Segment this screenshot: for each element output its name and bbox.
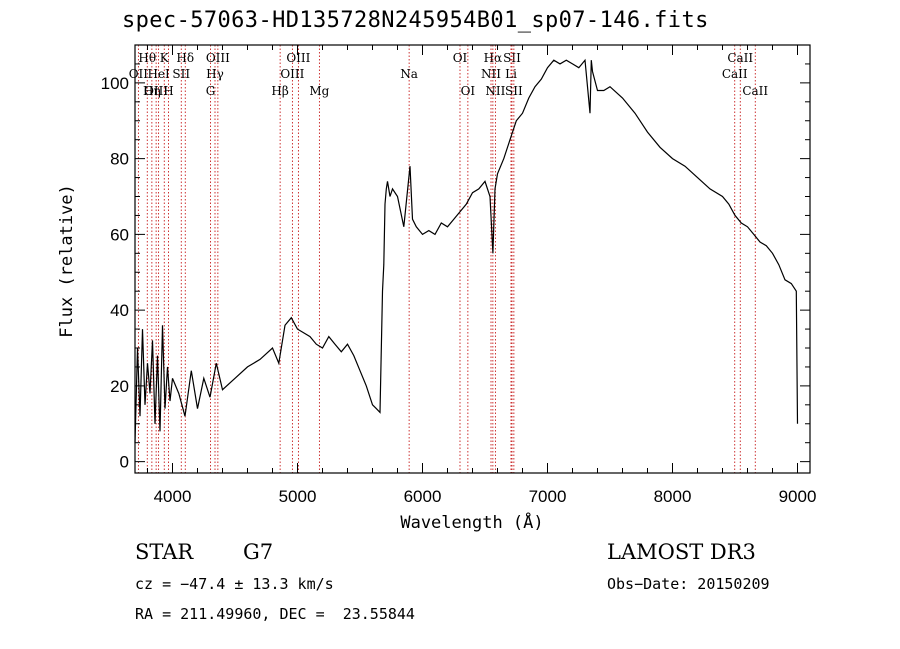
- y-axis-label: Flux (relative): [57, 184, 77, 338]
- line-marker-label: SII: [172, 67, 190, 81]
- line-marker-label: G: [206, 84, 216, 98]
- line-marker-label: Hβ: [271, 84, 288, 98]
- line-marker-label: NII: [485, 84, 505, 98]
- y-tick-label: 20: [110, 377, 129, 396]
- redshift-value: cz = −47.4 ± 13.3 km/s: [135, 575, 334, 593]
- y-tick-label: 80: [110, 150, 129, 169]
- line-marker-label: Mg: [309, 84, 329, 98]
- axis-ticks: 4000 5000 6000 7000 8000 9000 0 20 40 60 80 100: [101, 44, 817, 506]
- y-tick-label: 0: [120, 453, 129, 472]
- survey-name: LAMOST DR3: [607, 540, 756, 564]
- x-tick-label: 8000: [654, 487, 692, 506]
- y-tick-label: 60: [110, 225, 129, 244]
- line-marker-label: OIII: [206, 51, 230, 65]
- line-marker-label: Hα: [484, 51, 503, 65]
- line-marker-label: Hδ: [176, 51, 194, 65]
- line-marker-label: Hθ: [138, 51, 156, 65]
- line-marker-label: CaII: [722, 67, 748, 81]
- line-marker-label: HeI: [147, 67, 170, 81]
- observation-date: Obs−Date: 20150209: [607, 575, 770, 593]
- y-tick-label: 100: [101, 74, 129, 93]
- x-tick-label: 9000: [779, 487, 817, 506]
- line-marker-label: NII: [481, 67, 501, 81]
- object-class: STAR: [135, 540, 194, 564]
- line-marker-label: Na: [400, 67, 418, 81]
- line-marker-label: H: [163, 84, 173, 98]
- line-marker-label: Hγ: [206, 67, 224, 81]
- x-axis-label: Wavelength (Å): [400, 511, 543, 533]
- line-marker-label: OI: [453, 51, 468, 65]
- line-marker-label: CaII: [727, 51, 753, 65]
- line-marker-label: CaII: [742, 84, 768, 98]
- line-marker-label: Li: [505, 67, 517, 81]
- coordinates: RA = 211.49960, DEC = 23.55844: [135, 605, 415, 623]
- x-tick-label: 5000: [279, 487, 317, 506]
- x-tick-label: 6000: [404, 487, 442, 506]
- line-marker-label: OIII: [144, 84, 168, 98]
- plot-frame: [134, 44, 811, 474]
- y-tick-label: 40: [110, 301, 129, 320]
- line-marker-label: OI: [461, 84, 476, 98]
- line-marker-label: OIII: [286, 51, 310, 65]
- x-tick-label: 7000: [529, 487, 567, 506]
- line-marker-label: K: [160, 51, 170, 65]
- line-marker-label: SII: [503, 51, 521, 65]
- line-marker-label: OII: [129, 67, 149, 81]
- chart-title: spec-57063-HD135728N245954B01_sp07-146.f…: [122, 8, 709, 33]
- spectrum-line: [134, 58, 799, 443]
- line-marker-label: OIII: [280, 67, 304, 81]
- x-tick-label: 4000: [154, 487, 192, 506]
- subclass: G7: [243, 540, 274, 564]
- line-marker-label: SII: [505, 84, 523, 98]
